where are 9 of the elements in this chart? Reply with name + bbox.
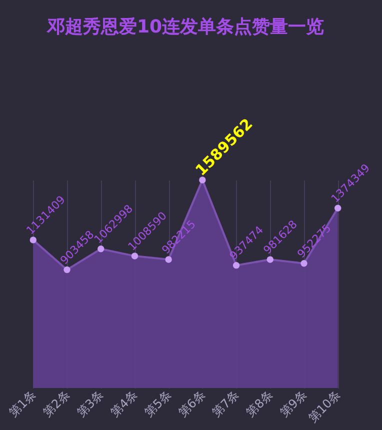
x-tick-label: 第4条 xyxy=(108,388,140,420)
x-tick-label: 第7条 xyxy=(209,388,242,420)
x-tick-label: 第1条 xyxy=(6,388,39,420)
chart-title: 邓超秀恩爱10连发单条点赞量一览 xyxy=(46,16,324,38)
x-tick-label: 第3条 xyxy=(74,388,106,420)
x-tick-label: 第2条 xyxy=(40,388,72,420)
x-tick-label: 第5条 xyxy=(142,388,174,420)
x-tick-label: 第6条 xyxy=(176,388,208,420)
x-tick-label: 第8条 xyxy=(243,388,276,420)
